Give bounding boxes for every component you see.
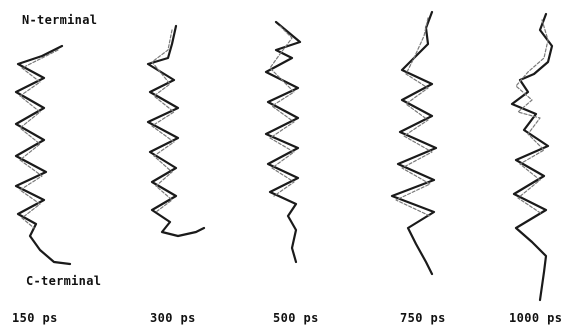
time-label-300ps: 300 ps bbox=[150, 311, 196, 325]
helix-trace-150ps bbox=[16, 46, 70, 264]
helix-trace-750ps bbox=[392, 12, 436, 274]
time-label-500ps: 500 ps bbox=[273, 311, 319, 325]
time-label-1000ps: 1000 ps bbox=[509, 311, 562, 325]
c-terminal-label: C-terminal bbox=[26, 274, 101, 288]
time-label-150ps: 150 ps bbox=[12, 311, 58, 325]
helix-trace-500ps bbox=[266, 22, 300, 262]
helix-trace-1000ps bbox=[512, 14, 552, 300]
helix-trace-300ps bbox=[148, 26, 204, 236]
time-label-750ps: 750 ps bbox=[400, 311, 446, 325]
n-terminal-label: N-terminal bbox=[22, 13, 97, 27]
